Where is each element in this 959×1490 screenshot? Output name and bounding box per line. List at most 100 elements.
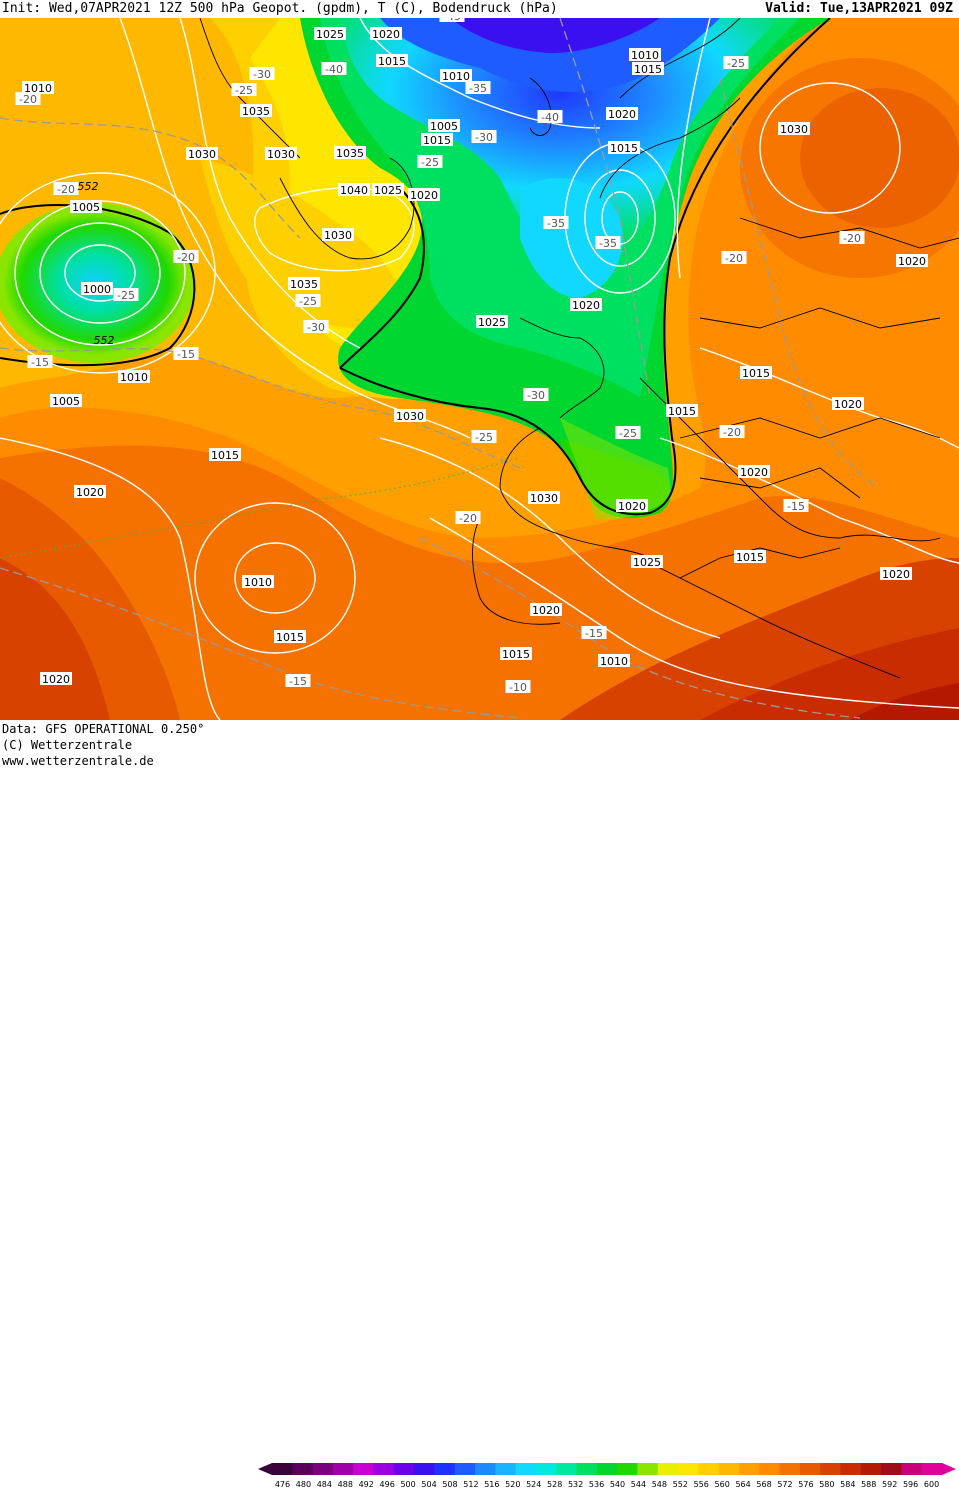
temperature-label-text: -10 (509, 681, 527, 694)
legend-swatch (678, 1463, 699, 1475)
temperature-label: -30 (471, 130, 497, 144)
pressure-label-box (880, 567, 912, 580)
pressure-label: 1030 (528, 491, 560, 505)
temperature-label: -20 (173, 250, 199, 264)
temperature-label-box (303, 320, 329, 333)
legend-tick-label: 512 (463, 1480, 478, 1489)
temperature-label-text: -30 (307, 321, 325, 334)
legend-swatch (698, 1463, 720, 1475)
legend-swatch (272, 1463, 293, 1475)
pressure-label: 1020 (370, 27, 402, 41)
legend-tick-label: 540 (610, 1480, 625, 1489)
copyright: (C) Wetterzentrale (2, 738, 133, 752)
legend-tick-label: 544 (631, 1480, 646, 1489)
legend-swatch (576, 1463, 598, 1475)
temperature-label-box (471, 130, 497, 143)
pressure-label-box (242, 575, 274, 588)
pressure-label-text: 1005 (430, 120, 458, 133)
legend-tick-label: 584 (840, 1480, 855, 1489)
temperature-label: -40 (537, 110, 563, 124)
pressure-label-text: 1030 (267, 148, 295, 161)
temperature-label-box (249, 67, 275, 80)
pressure-label: 1020 (832, 397, 864, 411)
pressure-label-box (209, 448, 241, 461)
footer: Data: GFS OPERATIONAL 0.250° (C) Wetterz… (0, 720, 959, 1489)
pressure-labels: 1025 1020 1015 1010 1010 1015 1010 1035 1020 1005… (22, 27, 928, 686)
pressure-label: 1000 (81, 282, 113, 296)
pressure-label: 1015 (734, 550, 766, 564)
legend-tick-label: 568 (756, 1480, 771, 1489)
legend-swatch (475, 1463, 496, 1475)
legend-tick-label: 600 (924, 1480, 939, 1489)
legend-swatch (799, 1463, 821, 1475)
legend-tick-label: 532 (568, 1480, 583, 1489)
pressure-label-box (528, 491, 560, 504)
pressure-label-box (632, 62, 664, 75)
pressure-label-text: 1030 (324, 229, 352, 242)
pressure-label: 1020 (74, 485, 106, 499)
pressure-label-box (598, 654, 630, 667)
legend-tick-label: 572 (777, 1480, 792, 1489)
pressure-label-box (394, 409, 426, 422)
pressure-label-text: 1010 (24, 82, 52, 95)
temperature-label-text: -35 (599, 237, 617, 250)
temperature-label-box (231, 83, 257, 96)
temperature-label: -30 (523, 388, 549, 402)
pressure-label-box (440, 69, 472, 82)
pressure-label-text: 1025 (478, 316, 506, 329)
pressure-label-text: 1015 (610, 142, 638, 155)
legend-arrow-low (258, 1463, 272, 1475)
pressure-label: 1015 (740, 366, 772, 380)
pressure-label-text: 1020 (898, 255, 926, 268)
legend-tick-label: 504 (421, 1480, 436, 1489)
temperature-label-text: -15 (177, 348, 195, 361)
pressure-label: 1010 (118, 370, 150, 384)
pressure-label-text: 1020 (608, 108, 636, 121)
pressure-label: 1040 (338, 183, 370, 197)
legend-swatch (596, 1463, 618, 1475)
temperature-label-box (173, 347, 199, 360)
pressure-label-text: 1035 (336, 147, 364, 160)
pressure-label: 1010 (598, 654, 630, 668)
pressure-label-box (314, 27, 346, 40)
pressure-label-box (608, 141, 640, 154)
pressure-label-text: 1020 (834, 398, 862, 411)
temperature-label-text: -25 (727, 57, 745, 70)
chart-title: Init: Wed,07APR2021 12Z 500 hPa Geopot. … (2, 1, 558, 16)
pressure-label-text: 1020 (76, 486, 104, 499)
legend-tick-label: 476 (275, 1480, 290, 1489)
pressure-label: 1005 (50, 394, 82, 408)
legend-tick-label: 520 (505, 1480, 520, 1489)
temperature-label-text: -15 (289, 675, 307, 688)
pressure-label-box (530, 603, 562, 616)
legend-tick-label: 500 (400, 1480, 415, 1489)
temperature-label-box (537, 110, 563, 123)
legend-tick-label: 488 (338, 1480, 353, 1489)
pressure-label: 1015 (209, 448, 241, 462)
legend-tick-label: 508 (442, 1480, 457, 1489)
temperature-label-text: -25 (299, 295, 317, 308)
legend-swatch (820, 1463, 841, 1475)
legend-swatch (921, 1463, 943, 1475)
pressure-label: 1030 (186, 147, 218, 161)
legend-tick-label: 516 (484, 1480, 499, 1489)
temperature-label: -25 (113, 288, 139, 302)
temperature-label: -45 (439, 18, 465, 23)
pressure-label: 1030 (778, 122, 810, 136)
pressure-label-text: 1010 (600, 655, 628, 668)
legend-swatch (434, 1463, 456, 1475)
coastlines (199, 18, 959, 679)
temperature-label: -15 (27, 355, 53, 369)
pressure-label-text: 1010 (631, 49, 659, 62)
legend-swatch (637, 1463, 659, 1475)
pressure-label-box (22, 81, 54, 94)
temperature-label: -25 (231, 83, 257, 97)
pressure-label-text: 1030 (780, 123, 808, 136)
legend-tick-label: 588 (861, 1480, 876, 1489)
temperature-label-box (783, 499, 809, 512)
legend-swatch (312, 1463, 334, 1475)
pressure-label: 1015 (421, 133, 453, 147)
pressure-label-box (70, 200, 102, 213)
pressure-label-box (50, 394, 82, 407)
temperature-label: -15 (783, 499, 809, 513)
